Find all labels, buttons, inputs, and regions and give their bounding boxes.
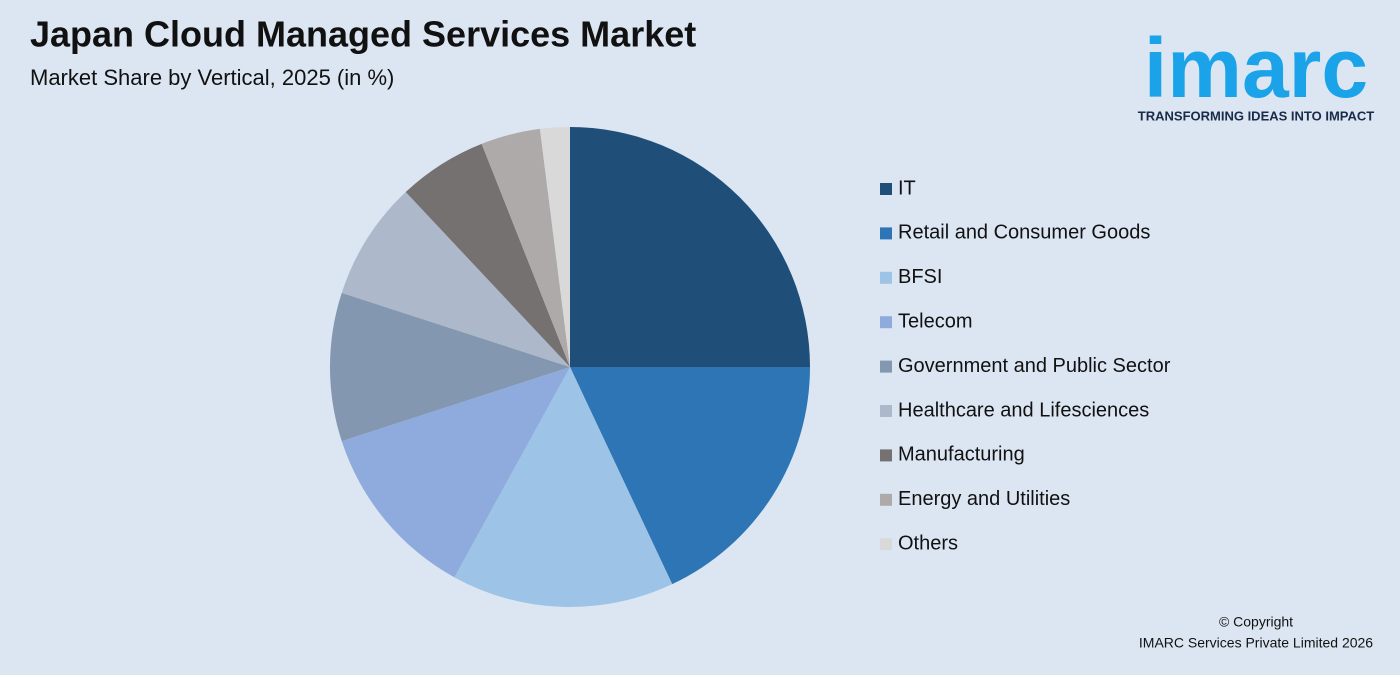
chart-subtitle: Market Share by Vertical, 2025 (in %) [30,65,394,90]
legend-swatch [880,360,892,373]
pie-slice [454,367,673,607]
legend-swatch [880,183,892,195]
legend-label: BFSI [898,266,942,288]
legend-swatch [880,271,892,284]
legend-swatch [880,227,892,240]
legend-label: IT [898,177,916,199]
legend-swatch [880,405,892,417]
pie-slice [539,127,570,367]
copyright: IMARC Services Private Limited 2026 [1139,635,1373,651]
legend-swatch [880,538,892,551]
legend-label: Manufacturing [898,444,1025,466]
pie-slice [570,367,810,585]
pie-slice [330,292,570,442]
legend-swatch [880,316,892,329]
pie-slice [481,128,570,367]
pie-slice [405,143,570,367]
legend-swatch [880,493,892,506]
legend-label: Telecom [898,310,972,332]
legend-label: Government and Public Sector [898,355,1171,377]
legend-label: Healthcare and Lifesciences [898,399,1149,421]
pie-slice [341,367,570,578]
logo-tagline: TRANSFORMING IDEAS INTO IMPACT [1138,108,1374,123]
legend-label: Energy and Utilities [898,488,1070,510]
legend-label: Others [898,532,958,554]
copyright: © Copyright [1219,614,1293,630]
logo: imarc [1144,21,1368,115]
chart-title: Japan Cloud Managed Services Market [30,14,696,55]
legend-label: Retail and Consumer Goods [898,222,1150,244]
pie-slice [341,192,570,367]
legend-swatch [880,449,892,462]
pie-slice [570,127,810,367]
